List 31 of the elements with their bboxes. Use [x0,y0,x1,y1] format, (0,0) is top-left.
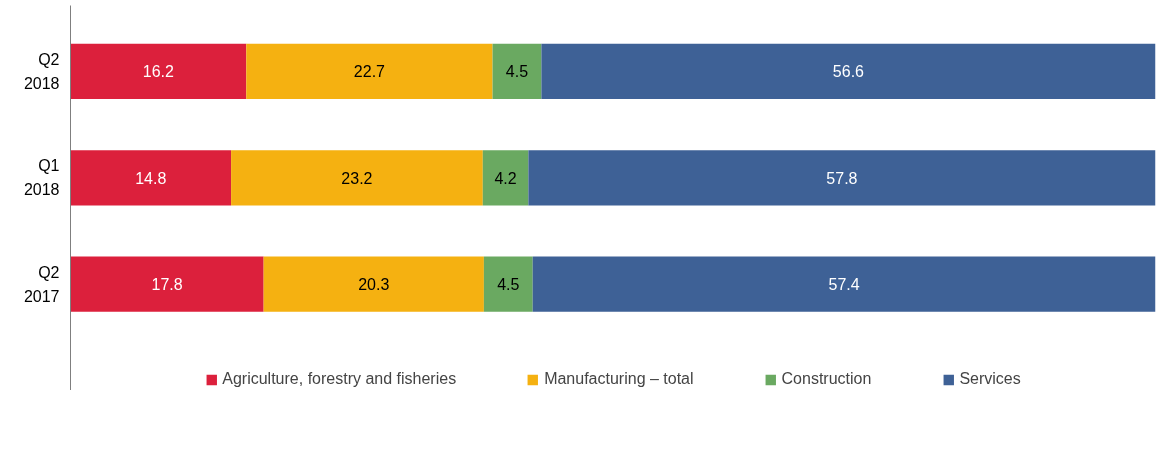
bar [70,43,247,100]
data-label: 20.3 [358,276,390,294]
y-tick-label: Q2 2018 [23,51,60,92]
data-label: 4.5 [497,276,520,294]
bar [70,150,232,206]
bar [231,150,483,206]
legend-label: Construction [781,370,872,388]
data-label: 4.2 [494,169,517,187]
bar [263,256,484,312]
data-label: 57.4 [828,276,860,294]
bar [541,43,1156,100]
bar [246,43,493,100]
y-tick-label: Q1 2018 [23,157,60,199]
bar [532,256,1156,312]
y-tick-label: Q2 2017 [23,263,60,305]
data-label: 57.8 [826,169,858,187]
data-label: 14.8 [135,169,167,187]
data-label: 17.8 [151,276,183,294]
legend-label: Manufacturing – total [544,370,694,388]
bar [483,256,533,312]
legend-label: Agriculture, forestry and fisheries [222,370,457,388]
data-label: 56.6 [832,63,865,81]
data-label: 16.2 [142,63,175,81]
bar [528,150,1156,206]
data-label: 23.2 [341,169,373,187]
bar [482,150,529,206]
bar [70,256,264,312]
data-label: 22.7 [353,63,386,81]
bar [492,43,542,100]
data-label: 4.5 [505,63,529,81]
legend-label: Services [959,370,1021,388]
